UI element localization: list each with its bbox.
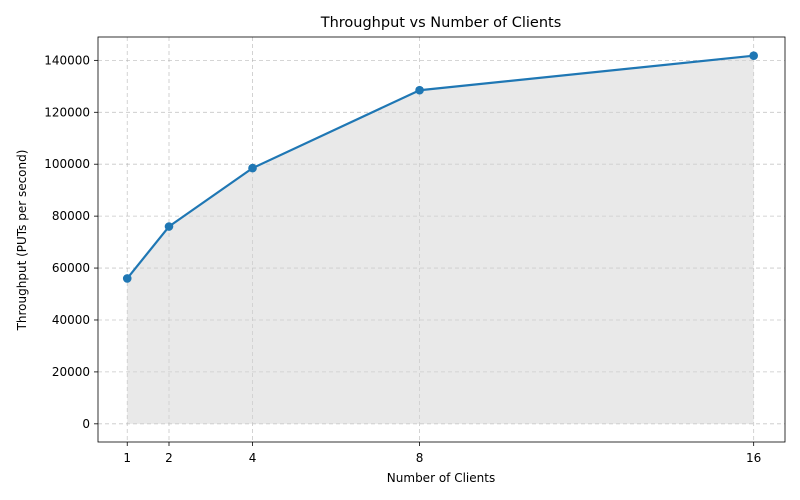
- y-tick-label: 60000: [52, 261, 90, 275]
- y-tick-label: 80000: [52, 209, 90, 223]
- data-point: [122, 274, 132, 283]
- x-tick-label: 16: [746, 451, 761, 465]
- x-tick-label: 2: [165, 451, 173, 465]
- data-point: [749, 51, 758, 60]
- data-point: [248, 163, 257, 173]
- y-tick-label: 100000: [44, 157, 90, 171]
- x-axis-ticks: 1 2 4 8 16: [123, 442, 761, 465]
- x-tick-label: 8: [416, 451, 424, 465]
- x-tick-label: 4: [249, 451, 257, 465]
- plot-frame: [97, 36, 786, 443]
- y-tick-label: 120000: [44, 105, 90, 119]
- y-axis-label: Throughput (PUTs per second): [15, 150, 29, 332]
- data-point: [415, 85, 424, 95]
- chart-title: Throughput vs Number of Clients: [320, 15, 562, 31]
- x-tick-label: 1: [123, 451, 131, 465]
- y-axis-ticks: 0 20000 40000 60000 80000 100000 120000 140000: [44, 53, 98, 431]
- y-tick-label: 0: [82, 417, 90, 431]
- series-area-fill: [127, 55, 754, 424]
- y-tick-label: 40000: [52, 313, 90, 327]
- data-point: [164, 222, 174, 231]
- y-tick-label: 140000: [44, 53, 90, 67]
- x-axis-label: Number of Clients: [387, 471, 495, 485]
- series-points: [122, 51, 758, 283]
- y-tick-label: 20000: [52, 365, 90, 379]
